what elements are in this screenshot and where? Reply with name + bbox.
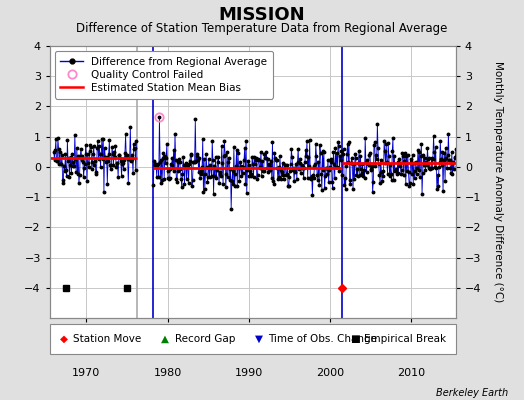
FancyBboxPatch shape (50, 324, 456, 354)
Text: 1990: 1990 (235, 368, 263, 378)
Text: Time of Obs. Change: Time of Obs. Change (268, 334, 377, 344)
Legend: Difference from Regional Average, Quality Control Failed, Estimated Station Mean: Difference from Regional Average, Qualit… (55, 51, 272, 98)
Text: ◆: ◆ (60, 334, 68, 344)
Text: ▲: ▲ (161, 334, 169, 344)
Text: ■: ■ (350, 334, 360, 344)
Text: 1970: 1970 (72, 368, 101, 378)
Text: 1980: 1980 (154, 368, 182, 378)
Text: 2010: 2010 (397, 368, 425, 378)
Text: 2000: 2000 (316, 368, 344, 378)
Text: Difference of Station Temperature Data from Regional Average: Difference of Station Temperature Data f… (77, 22, 447, 35)
Text: Berkeley Earth: Berkeley Earth (436, 388, 508, 398)
Text: Record Gap: Record Gap (175, 334, 235, 344)
Text: MISSION: MISSION (219, 6, 305, 24)
Y-axis label: Monthly Temperature Anomaly Difference (°C): Monthly Temperature Anomaly Difference (… (493, 61, 503, 303)
Text: Station Move: Station Move (73, 334, 141, 344)
Text: Empirical Break: Empirical Break (364, 334, 446, 344)
Text: ▼: ▼ (255, 334, 263, 344)
